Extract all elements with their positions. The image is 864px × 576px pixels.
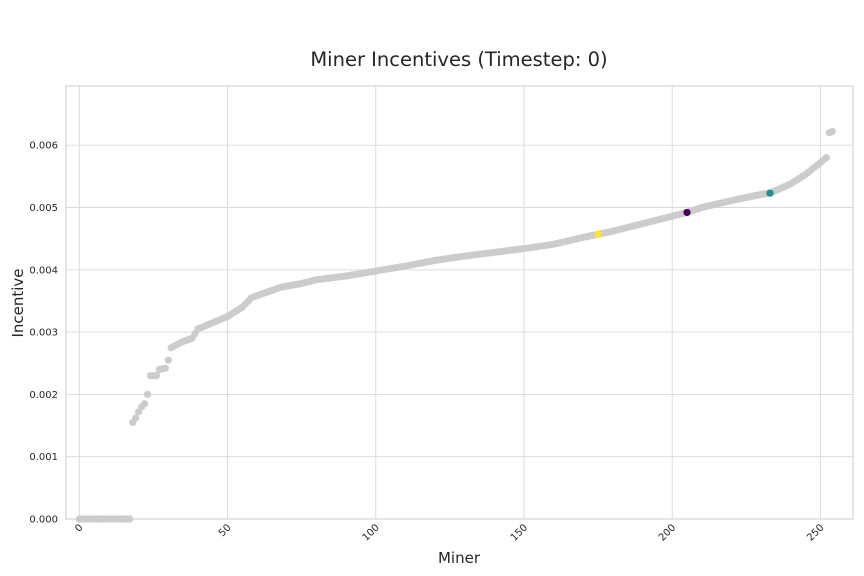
y-tick-label: 0.000: [29, 515, 58, 526]
y-tick-label: 0.005: [29, 203, 58, 214]
data-point: [152, 372, 161, 380]
highlighted-data-point: [683, 208, 691, 217]
data-point: [828, 127, 836, 136]
plot-area-frame: [65, 85, 854, 520]
data-point: [132, 414, 140, 422]
data-point: [164, 356, 172, 364]
highlighted-data-point: [594, 230, 602, 238]
highlighted-points: [594, 189, 774, 238]
y-tick-label: 0.002: [29, 390, 58, 401]
data-point: [161, 364, 169, 372]
y-tick-label: 0.001: [29, 452, 58, 463]
chart-title: Miner Incentives (Timestep: 0): [310, 48, 607, 71]
data-point: [822, 154, 830, 162]
data-point: [143, 390, 152, 398]
y-tick-labels: 0.000 0.001 0.002 0.003 0.004 0.005 0.006: [29, 141, 58, 526]
y-tick-label: 0.006: [29, 141, 58, 152]
y-tick-label: 0.003: [29, 328, 58, 339]
highlighted-data-point: [766, 189, 774, 197]
y-tick-label: 0.004: [29, 265, 58, 276]
data-point: [126, 515, 134, 523]
x-axis-label: Miner: [438, 549, 481, 567]
y-axis-label: Incentive: [9, 268, 27, 337]
data-point: [140, 400, 149, 408]
data-points: [75, 127, 836, 523]
